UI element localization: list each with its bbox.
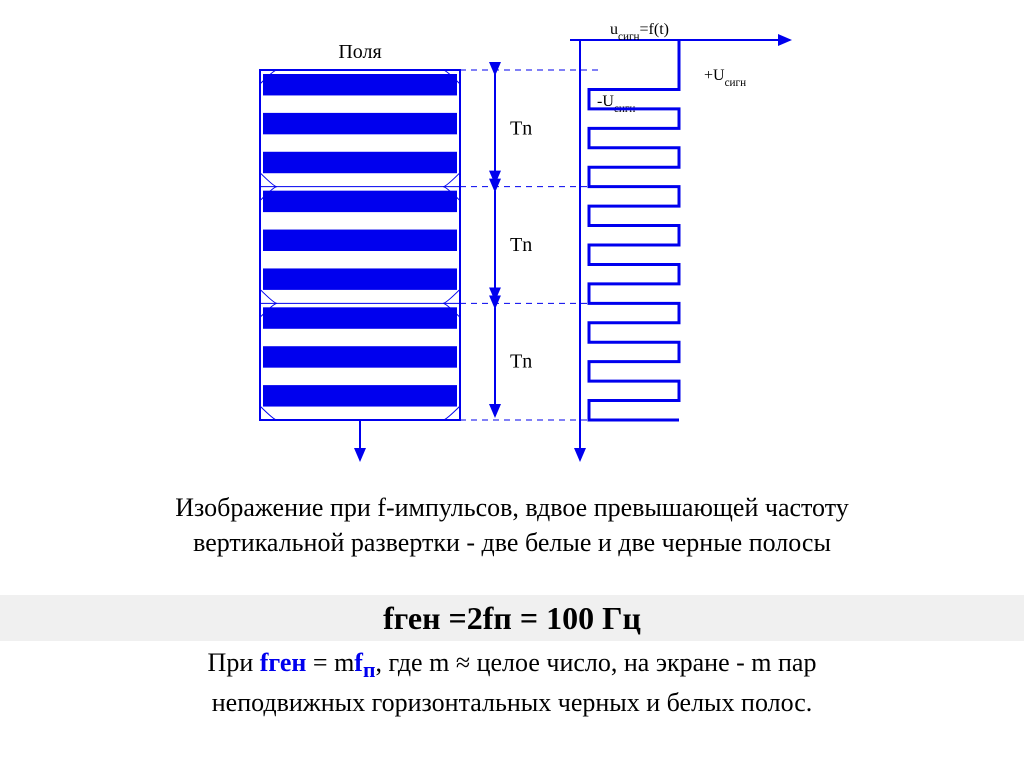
svg-text:-Uсигн: -Uсигн <box>597 93 635 115</box>
diagram-svg: ПоляTnTnTnuсигн=f(t)+Uсигн-Uсигн <box>240 20 800 480</box>
svg-text:+Uсигн: +Uсигн <box>704 67 746 89</box>
caption1-line2: вертикальной развертки - две белые и две… <box>0 525 1024 560</box>
svg-text:Tn: Tn <box>510 351 532 373</box>
caption-line3: При fген = mfп, где m ≈ целое число, на … <box>0 645 1024 721</box>
svg-text:Поля: Поля <box>338 41 381 63</box>
caption3-line1: При fген = mfп, где m ≈ целое число, на … <box>0 645 1024 685</box>
caption3-line2: неподвижных горизонтальных черных и белы… <box>0 685 1024 720</box>
caption1-line1: Изображение при f-импульсов, вдвое превы… <box>0 490 1024 525</box>
svg-text:Tn: Tn <box>510 117 532 139</box>
svg-text:Tn: Tn <box>510 234 532 256</box>
caption-line1: Изображение при f-импульсов, вдвое превы… <box>0 490 1024 560</box>
formula-band: fген =2fп = 100 Гц <box>0 595 1024 641</box>
diagram-area: ПоляTnTnTnuсигн=f(t)+Uсигн-Uсигн <box>240 20 800 460</box>
